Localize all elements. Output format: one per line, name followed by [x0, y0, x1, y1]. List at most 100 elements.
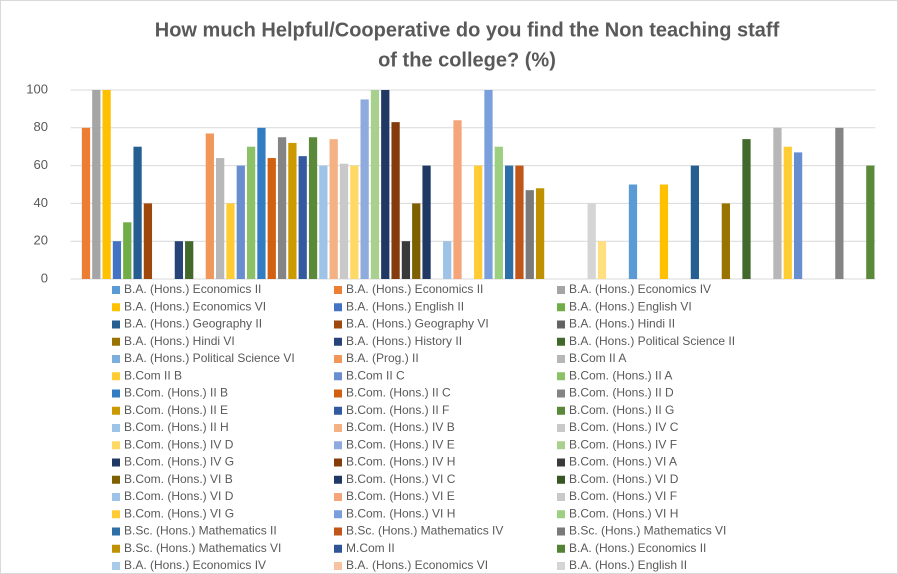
bar	[246, 146, 256, 279]
legend-swatch	[112, 544, 120, 553]
legend-label: B.A. (Hons.) English II	[346, 299, 464, 313]
legend-label: M.Com II	[346, 541, 395, 555]
legend-label: B.A. (Hons.) Economics II	[124, 282, 261, 296]
legend-swatch	[112, 510, 120, 519]
bar	[412, 203, 421, 279]
legend-label: B.Com. (Hons.) IV B	[346, 420, 455, 434]
legend-label: B.Com. (Hons.) VI C	[346, 472, 456, 486]
bar	[443, 241, 452, 279]
bar	[422, 165, 431, 279]
bar	[525, 190, 534, 279]
legend-swatch	[334, 562, 342, 570]
bar	[298, 156, 307, 279]
bar	[339, 163, 349, 279]
legend-swatch	[334, 320, 342, 329]
bar	[597, 241, 607, 279]
legend-swatch	[334, 286, 342, 294]
legend-swatch	[557, 372, 565, 381]
legend-swatch	[334, 406, 342, 415]
bar	[535, 188, 545, 279]
legend-swatch	[334, 303, 342, 312]
legend-swatch	[112, 372, 120, 381]
bar	[504, 165, 514, 279]
bar	[381, 90, 390, 279]
legend-swatch	[557, 475, 565, 484]
bar	[288, 142, 297, 279]
legend-swatch	[334, 544, 342, 553]
bar	[174, 241, 183, 279]
y-tick-label: 20	[34, 233, 48, 248]
legend-swatch	[334, 527, 342, 536]
legend-label: B.A. (Hons.) Economics VI	[346, 558, 488, 572]
bar	[793, 152, 803, 279]
legend-swatch	[334, 389, 342, 398]
legend-swatch	[112, 458, 120, 467]
bar	[277, 137, 287, 279]
bar	[123, 222, 132, 279]
legend-label: B.A. (Hons.) Geography VI	[346, 317, 489, 331]
legend-label: B.Com. (Hons.) VI D	[124, 489, 234, 503]
legend-swatch	[112, 389, 120, 398]
bar	[308, 137, 318, 279]
bar	[484, 90, 493, 279]
bar	[742, 139, 751, 279]
legend-label: B.Com. (Hons.) VI H	[569, 506, 678, 520]
legend-label: B.Sc. (Hons.) Mathematics VI	[569, 524, 726, 538]
y-tick-label: 40	[34, 195, 48, 210]
bar	[185, 241, 194, 279]
legend-label: B.Com II B	[124, 368, 182, 382]
legend-label: B.A. (Prog.) II	[346, 351, 419, 365]
legend-label: B.Com. (Hons.) IV C	[569, 420, 679, 434]
legend-label: B.A. (Hons.) Economics II	[569, 541, 706, 555]
legend-swatch	[112, 286, 120, 294]
bar	[866, 165, 875, 279]
bar	[391, 122, 400, 279]
bar	[370, 90, 380, 279]
bar	[257, 127, 266, 279]
legend-label: B.A. (Hons.) Economics II	[346, 282, 483, 296]
legend-label: B.A. (Hons.) Economics IV	[569, 282, 711, 296]
legend-swatch	[334, 458, 342, 467]
legend-swatch	[334, 337, 342, 346]
legend-swatch	[334, 441, 342, 450]
legend-swatch	[112, 320, 120, 329]
bar	[236, 165, 245, 279]
legend-swatch	[557, 286, 565, 294]
legend-label: B.Com. (Hons.) II E	[124, 403, 228, 417]
legend-swatch	[557, 493, 565, 501]
chart-title: of the college? (%)	[378, 49, 556, 71]
bar	[133, 146, 142, 279]
bar	[835, 127, 844, 279]
bar	[628, 184, 638, 279]
legend-swatch	[557, 544, 565, 553]
legend-swatch	[557, 406, 565, 415]
legend-label: B.Com. (Hons.) II G	[569, 403, 674, 417]
legend-swatch	[334, 475, 342, 484]
y-tick-label: 60	[34, 157, 48, 172]
legend-swatch	[557, 424, 565, 432]
legend-swatch	[112, 406, 120, 415]
legend-label: B.A. (Hons.) Economics IV	[124, 558, 266, 572]
legend-swatch	[112, 424, 120, 432]
chart-title: How much Helpful/Cooperative do you find…	[155, 19, 780, 41]
y-tick-label: 80	[34, 119, 48, 134]
legend-swatch	[112, 562, 120, 570]
legend-label: B.Com. (Hons.) II H	[124, 420, 229, 434]
legend-label: B.A. (Hons.) Political Science II	[569, 334, 735, 348]
legend-swatch	[557, 441, 565, 450]
legend-label: B.Com. (Hons.) IV H	[346, 455, 455, 469]
legend-label: B.Com. (Hons.) IV E	[346, 437, 455, 451]
legend-label: B.Com. (Hons.) II C	[346, 386, 451, 400]
bar	[360, 99, 369, 279]
legend-swatch	[112, 355, 120, 363]
bar	[92, 90, 101, 279]
legend-label: B.Com. (Hons.) VI D	[569, 472, 679, 486]
legend-label: B.Com. (Hons.) VI F	[569, 489, 677, 503]
legend-label: B.A. (Hons.) English II	[569, 558, 687, 572]
bar	[474, 165, 483, 279]
legend-swatch	[112, 475, 120, 484]
bar	[267, 158, 276, 279]
legend-label: B.Com. (Hons.) IV F	[569, 437, 677, 451]
